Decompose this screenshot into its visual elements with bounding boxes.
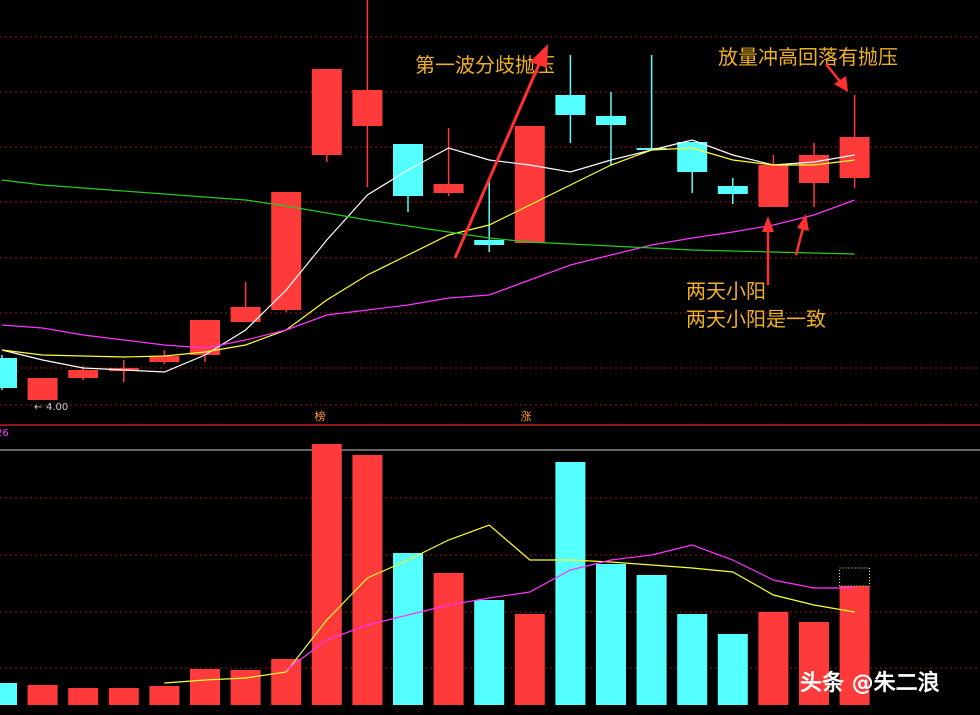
volume-bar — [352, 455, 383, 705]
low-arrow: ← — [34, 402, 42, 413]
volume-bar — [190, 669, 220, 705]
volume-bar — [636, 575, 667, 705]
volume-bar — [108, 688, 139, 705]
volume-ma-line — [164, 524, 855, 684]
arrow — [794, 227, 805, 256]
volume-bar — [0, 683, 17, 705]
marker: 涨 — [521, 410, 532, 423]
volume-bar — [799, 622, 829, 705]
annotation: 第一波分歧抛压 — [415, 53, 555, 77]
volume-bar — [677, 614, 708, 705]
ma-line — [1, 147, 855, 358]
volume-bar — [717, 634, 748, 705]
volume-tick-label: 26 — [0, 428, 9, 439]
candle-body — [433, 184, 464, 193]
candle-body — [717, 186, 748, 194]
annotation: 两天小阳是一致 — [686, 307, 826, 331]
candle-body — [677, 142, 708, 172]
volume-bar — [271, 659, 302, 705]
candle-body — [271, 192, 302, 310]
plot-area: 264.00 — [0, 0, 871, 705]
candle-body — [514, 126, 545, 243]
watermark: 头条 @朱二浪 — [800, 670, 940, 696]
annotations: 第一波分歧抛压 放量冲高回落有抛压 两天小阳 两天小阳是一致 榜 涨 ← 头条 … — [34, 45, 940, 696]
ma-line — [1, 199, 855, 349]
volume-bar — [758, 612, 789, 705]
candle-body — [596, 116, 626, 125]
ma-line — [1, 139, 855, 373]
candle-body — [27, 378, 58, 400]
ma-line — [1, 179, 855, 255]
annotation: 两天小阳 — [686, 279, 766, 303]
volume-highlight — [839, 567, 871, 587]
marker: 榜 — [315, 409, 326, 423]
volume-bar — [514, 614, 545, 705]
volume-ma-line — [285, 544, 855, 671]
arrow-head — [762, 216, 774, 232]
arrow-head — [834, 76, 848, 92]
candle-body — [474, 240, 505, 245]
volume-bar — [596, 564, 626, 705]
volume-bar — [27, 685, 58, 705]
volume-bar — [474, 600, 505, 705]
candle-body — [149, 356, 180, 362]
volume-bar — [393, 553, 423, 705]
volume-bar — [230, 670, 261, 705]
candle-body — [68, 370, 99, 378]
volume-bar — [555, 462, 586, 705]
volume-bar — [311, 444, 342, 705]
annotation: 放量冲高回落有抛压 — [718, 45, 898, 69]
arrows — [453, 44, 848, 285]
arrow — [453, 61, 542, 259]
candle-body — [636, 148, 667, 150]
volume-bar — [433, 573, 464, 705]
candle-body — [839, 137, 870, 178]
candle-body — [0, 358, 17, 388]
candle-body — [230, 307, 261, 322]
candle-body — [758, 165, 789, 207]
candle-body — [352, 90, 383, 126]
volume-bar — [149, 686, 180, 705]
volume-bar — [68, 688, 99, 705]
candle-body — [311, 69, 342, 155]
candle-body — [555, 95, 586, 115]
volume-bar — [839, 586, 870, 705]
low-label: 4.00 — [46, 402, 68, 413]
candle-body — [799, 155, 829, 183]
arrow-head — [530, 44, 548, 68]
arrow-head — [797, 214, 809, 231]
